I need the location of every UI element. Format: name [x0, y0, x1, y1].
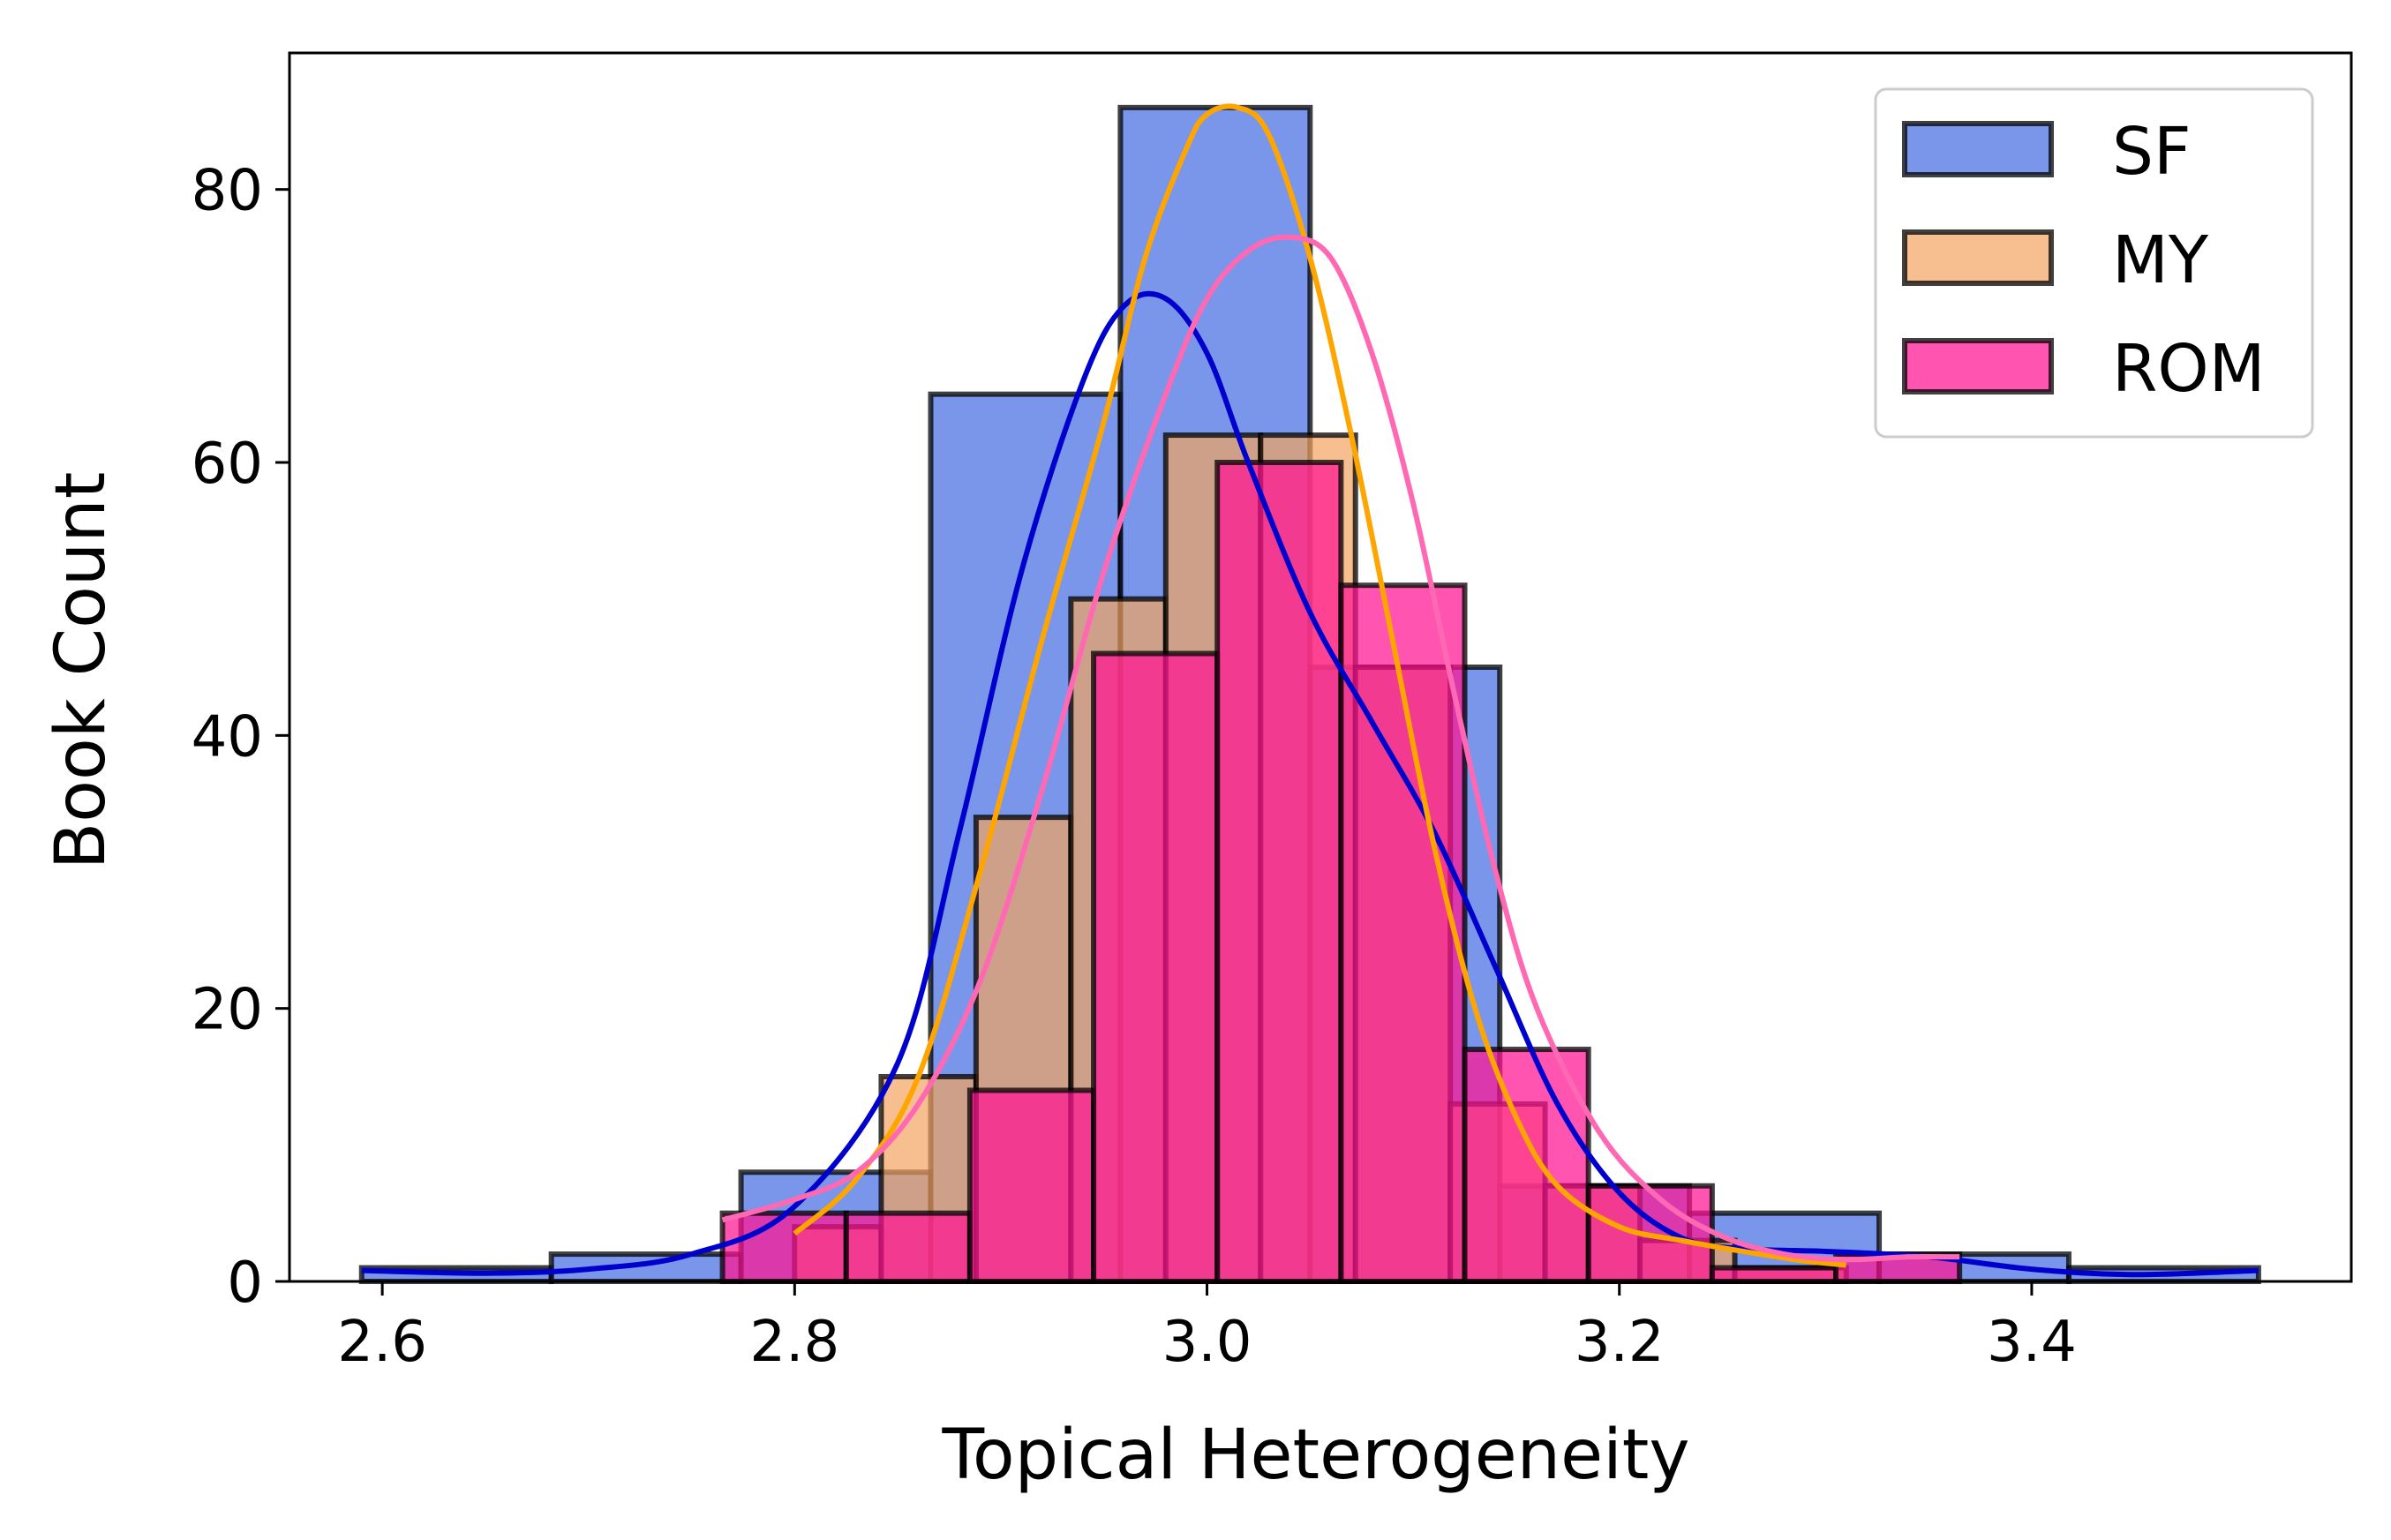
x-tick-label: 3.4 — [1987, 1310, 2077, 1375]
x-tick-label: 3.0 — [1162, 1310, 1252, 1375]
legend-label-sf: SF — [2112, 114, 2192, 190]
legend-swatch-my — [1902, 229, 2054, 286]
kde-line-my — [793, 103, 1846, 1268]
x-tick-label: 2.6 — [337, 1310, 427, 1375]
y-tick-label: 60 — [192, 432, 263, 497]
kde-line-rom — [721, 234, 1960, 1263]
bar-rom — [1214, 460, 1344, 1284]
y-axis-label: Book Count — [41, 472, 121, 870]
x-axis-label: Topical Heterogeneity — [941, 1416, 1689, 1495]
axes: 2.6 2.8 3.0 3.2 3.4 0 20 40 60 80 — [192, 51, 2353, 1375]
bar-rom — [719, 1210, 849, 1284]
legend-label-my: MY — [2112, 222, 2209, 298]
plot-area — [358, 103, 2261, 1285]
bar-rom — [1709, 1265, 1838, 1284]
bar-rom — [1091, 650, 1221, 1284]
y-tick-label: 20 — [192, 978, 263, 1043]
plot-frame — [288, 51, 2353, 1283]
bar-rom — [1462, 1047, 1591, 1284]
kde-line-sf — [361, 290, 2259, 1278]
legend-swatch-rom — [1902, 338, 2054, 394]
y-tick-label: 40 — [192, 704, 263, 770]
y-tick-label: 0 — [227, 1251, 263, 1316]
bar-rom — [966, 1087, 1097, 1285]
bar-rom — [843, 1210, 973, 1284]
x-tick-label: 2.8 — [749, 1310, 839, 1375]
legend-label-rom: ROM — [2112, 331, 2266, 407]
legend: SF MY ROM — [1874, 87, 2314, 439]
x-tick-label: 3.2 — [1575, 1310, 1665, 1375]
legend-swatch-sf — [1902, 121, 2054, 177]
y-tick-label: 80 — [192, 159, 263, 224]
